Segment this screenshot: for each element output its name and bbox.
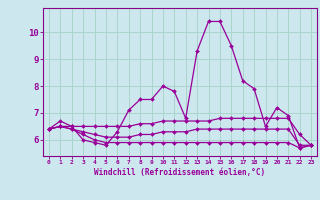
X-axis label: Windchill (Refroidissement éolien,°C): Windchill (Refroidissement éolien,°C) [94,168,266,177]
